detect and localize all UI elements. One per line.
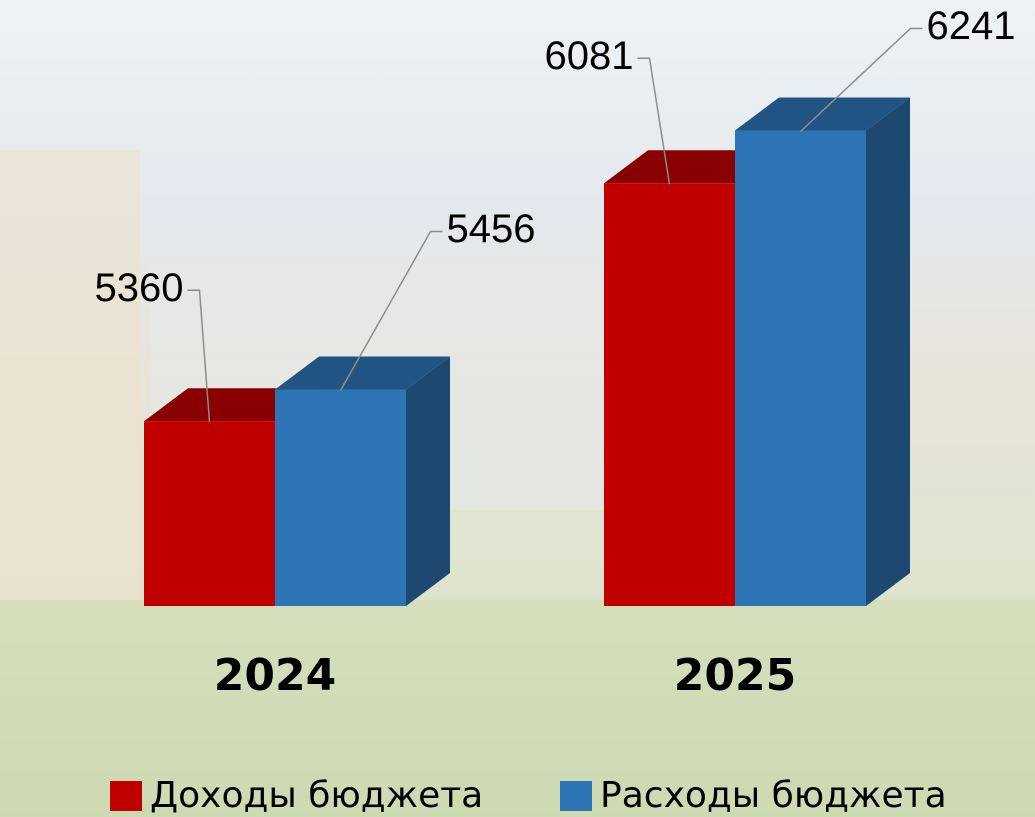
legend-swatch <box>110 781 142 811</box>
leader-line <box>339 230 443 391</box>
leader-line <box>187 289 211 423</box>
legend-label: Расходы бюджета <box>600 775 947 816</box>
data-label: 5456 <box>447 207 536 251</box>
bar-side <box>866 97 910 606</box>
data-label: 5360 <box>95 266 184 310</box>
legend-swatch <box>560 781 592 811</box>
background-greenery <box>0 600 1035 817</box>
x-tick-label: 2025 <box>674 650 796 701</box>
bar <box>144 421 275 606</box>
bar <box>735 130 866 606</box>
bar-top <box>275 356 450 390</box>
bar <box>604 183 735 606</box>
bar-top <box>735 97 910 131</box>
bar-side <box>406 356 450 606</box>
bar <box>275 389 406 606</box>
legend-label: Доходы бюджета <box>150 775 483 816</box>
leader-line <box>799 27 923 133</box>
data-label: 6241 <box>927 4 1016 48</box>
leader-line <box>637 57 671 185</box>
x-tick-label: 2024 <box>214 650 336 701</box>
background-building <box>0 150 140 600</box>
data-label: 6081 <box>545 34 634 78</box>
